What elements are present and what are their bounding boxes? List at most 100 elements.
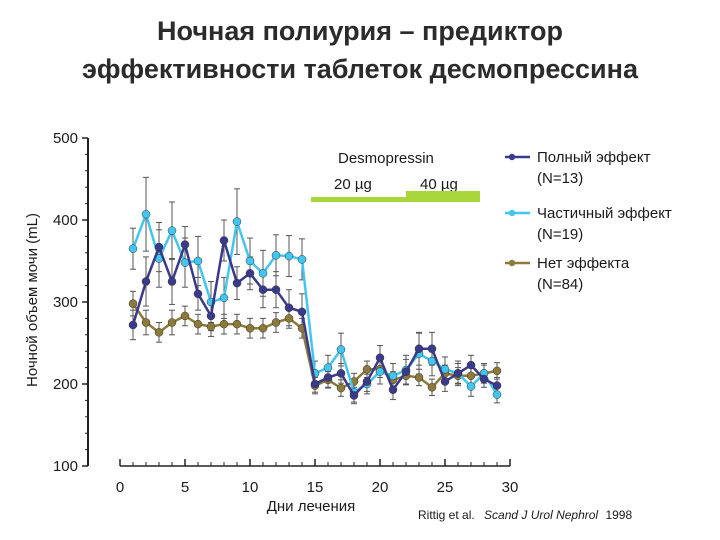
data-point [427, 344, 437, 353]
citation-year: 1998 [605, 508, 632, 522]
data-point [271, 318, 281, 327]
data-point [141, 210, 151, 219]
data-point [258, 269, 268, 278]
data-point [375, 353, 385, 363]
dose-annotation: Desmopressin 20 µg 40 µg [311, 150, 480, 202]
y-axis-label: Ночной объем мочи (mL) [24, 213, 41, 387]
data-point [141, 318, 151, 327]
data-point [245, 323, 255, 333]
y-tick-label: 200 [53, 376, 78, 393]
data-point [427, 383, 437, 392]
data-point [193, 319, 203, 329]
chart-title-line1: Ночная полиурия – предиктор [157, 16, 563, 46]
data-point [206, 322, 216, 331]
data-point [492, 390, 502, 399]
data-point [297, 255, 307, 264]
data-point [466, 360, 476, 370]
data-point [271, 285, 281, 294]
citation-authors: Rittig et al. [418, 508, 475, 522]
data-point [128, 244, 138, 253]
data-point [466, 371, 476, 381]
series-lines [128, 210, 502, 400]
data-point [414, 344, 424, 353]
data-point [336, 383, 346, 393]
legend-count: (N=84) [537, 276, 583, 293]
data-point [206, 311, 216, 321]
dose-40-bar [406, 191, 480, 202]
citation: Rittig et al. Scand J Urol Nephrol 1998 [418, 508, 632, 522]
x-tick-label: 30 [502, 479, 519, 496]
data-point [362, 377, 372, 386]
data-point [323, 363, 333, 372]
data-point [258, 285, 268, 294]
legend-marker [508, 259, 516, 267]
y-tick-label: 300 [53, 294, 78, 311]
data-point [180, 240, 190, 249]
dose-20-label: 20 µg [334, 176, 372, 193]
x-tick-label: 15 [307, 479, 324, 496]
legend-label: Частичный эффект [537, 205, 672, 222]
data-point [128, 320, 138, 330]
data-point [362, 364, 372, 374]
data-point [284, 303, 294, 312]
x-tick-label: 25 [437, 479, 454, 496]
data-point [284, 314, 294, 323]
data-point [271, 251, 281, 260]
data-point [219, 293, 229, 303]
data-point [232, 217, 242, 226]
data-point [453, 369, 463, 378]
legend-label: Полный эффект [537, 149, 651, 166]
data-point [401, 367, 411, 376]
legend-label: Нет эффекта [537, 255, 630, 272]
x-tick-label: 10 [242, 479, 259, 496]
dose-20-bar [311, 197, 406, 202]
data-point [167, 277, 177, 286]
legend: Полный эффект (N=13) Частичный эффект (N=19… [505, 149, 672, 293]
data-point [492, 381, 502, 390]
x-tick-label: 20 [372, 479, 389, 496]
data-point [336, 345, 346, 354]
legend-marker [508, 153, 516, 161]
data-point [349, 391, 359, 400]
data-point [245, 256, 255, 266]
data-point [141, 277, 151, 286]
data-point [180, 311, 190, 321]
data-point [479, 374, 489, 384]
dose-label: Desmopressin [338, 150, 434, 167]
data-point [297, 307, 307, 317]
data-point [245, 269, 255, 278]
data-point [323, 373, 333, 382]
y-tick-label: 500 [53, 130, 78, 147]
x-axis-label: Дни лечения [267, 498, 356, 515]
data-point [167, 318, 177, 327]
data-point [219, 236, 229, 245]
data-point [388, 385, 398, 394]
data-point [336, 369, 346, 378]
x-tick-label: 0 [116, 479, 124, 496]
data-point [154, 242, 164, 252]
data-point [375, 367, 385, 376]
data-point [258, 323, 268, 333]
axes: 100 200 300 400 500 0 5 10 15 20 25 30 [53, 130, 518, 496]
data-point [310, 379, 320, 389]
x-tick-label: 5 [181, 479, 189, 496]
data-point [193, 289, 203, 299]
y-tick-label: 400 [53, 212, 78, 229]
dose-40-label: 40 µg [420, 176, 458, 193]
data-point [232, 278, 242, 288]
data-point [219, 319, 229, 329]
data-point [466, 382, 476, 391]
data-point [232, 319, 242, 329]
data-point [167, 226, 177, 235]
data-point [440, 377, 450, 386]
legend-count: (N=19) [537, 226, 583, 243]
citation-journal: Scand J Urol Nephrol [484, 508, 598, 522]
data-point [492, 366, 502, 376]
legend-marker [508, 209, 516, 217]
y-tick-label: 100 [53, 458, 78, 475]
data-point [154, 328, 164, 337]
data-point [388, 371, 398, 381]
data-point [128, 299, 138, 308]
data-point [193, 256, 203, 266]
